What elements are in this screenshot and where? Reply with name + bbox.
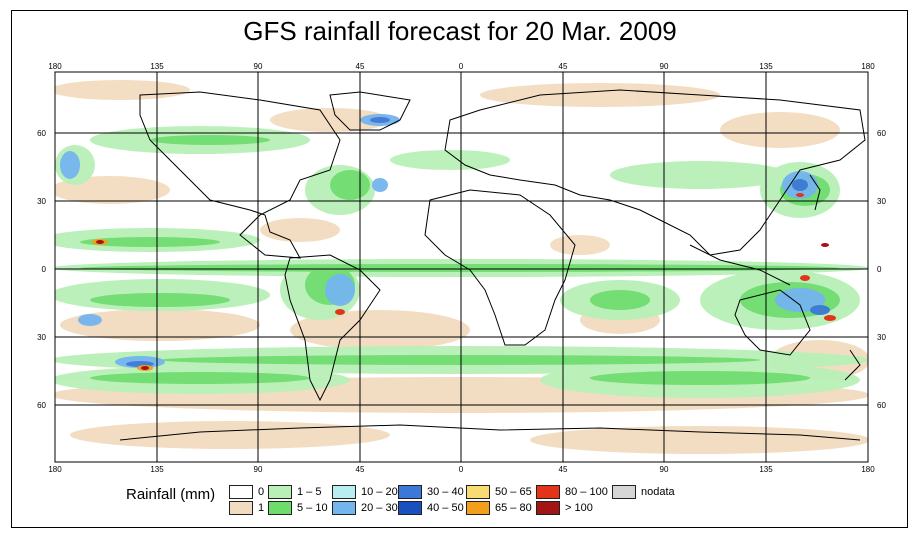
- lat-right-label: 30: [877, 333, 886, 342]
- graticule: [55, 72, 868, 462]
- lon-top-label: 180: [861, 62, 875, 71]
- lon-bottom-label: 45: [559, 465, 568, 474]
- legend-swatch: [466, 485, 490, 499]
- lon-bottom-label: 135: [150, 465, 164, 474]
- map-title: GFS rainfall forecast for 20 Mar. 2009: [243, 16, 677, 46]
- lat-left-label: 30: [37, 333, 46, 342]
- lon-bottom-label: 90: [660, 465, 669, 474]
- coastlines: [119, 89, 866, 441]
- lon-top-label: 180: [48, 62, 62, 71]
- legend-label: 65 – 80: [495, 502, 532, 514]
- legend-label: 20 – 30: [361, 502, 398, 514]
- legend-label: 30 – 40: [427, 486, 464, 498]
- lat-left-label: 60: [37, 129, 46, 138]
- lat-right-label: 0: [877, 265, 882, 274]
- lon-bottom-label: 135: [759, 465, 773, 474]
- lat-left-label: 30: [37, 197, 46, 206]
- lon-top-label: 90: [660, 62, 669, 71]
- legend-swatch: [612, 485, 636, 499]
- lat-right-label: 60: [877, 129, 886, 138]
- lon-top-label: 135: [150, 62, 164, 71]
- lon-top-label: 45: [356, 62, 365, 71]
- lon-bottom-labels: 180 135 90 45 0 45 90 135 180: [48, 465, 875, 474]
- legend-label: 50 – 65: [495, 486, 532, 498]
- legend-label: 40 – 50: [427, 502, 464, 514]
- lon-bottom-label: 0: [459, 465, 464, 474]
- legend-label: 1: [258, 502, 265, 514]
- lat-right-label: 30: [877, 197, 886, 206]
- lon-bottom-label: 180: [861, 465, 875, 474]
- legend-swatch: [466, 501, 490, 515]
- legend-label: nodata: [641, 486, 675, 498]
- legend-label: 80 – 100: [565, 486, 608, 498]
- lon-bottom-label: 90: [254, 465, 263, 474]
- lon-top-labels: 180 135 90 45 0 45 90 135 180: [48, 62, 875, 71]
- lon-top-label: 90: [254, 62, 263, 71]
- lat-left-labels: 60 30 0 30 60: [37, 129, 46, 410]
- legend-swatch: [536, 485, 560, 499]
- legend-swatch: [398, 485, 422, 499]
- legend-label: 0: [258, 486, 265, 498]
- lat-right-label: 60: [877, 401, 886, 410]
- lon-bottom-label: 180: [48, 465, 62, 474]
- legend-swatch: [268, 485, 292, 499]
- lon-top-label: 135: [759, 62, 773, 71]
- legend-swatch: [536, 501, 560, 515]
- lat-right-labels: 60 30 0 30 60: [877, 129, 886, 410]
- legend-title: Rainfall (mm): [126, 486, 216, 503]
- legend-label: 5 – 10: [297, 502, 328, 514]
- legend-swatch: [229, 501, 253, 515]
- lon-top-label: 0: [459, 62, 464, 71]
- legend-swatch: [332, 501, 356, 515]
- map-border: [54, 71, 869, 463]
- legend-label: > 100: [565, 502, 593, 514]
- legend-swatch: [398, 501, 422, 515]
- legend-swatch: [268, 501, 292, 515]
- legend-swatch: [229, 485, 253, 499]
- legend-label: 10 – 20: [361, 486, 398, 498]
- lat-left-label: 60: [37, 401, 46, 410]
- lat-left-label: 0: [42, 265, 47, 274]
- lon-top-label: 45: [559, 62, 568, 71]
- legend-swatch: [332, 485, 356, 499]
- rainfall-field: [55, 72, 868, 462]
- legend-label: 1 – 5: [297, 486, 322, 498]
- lon-bottom-label: 45: [356, 465, 365, 474]
